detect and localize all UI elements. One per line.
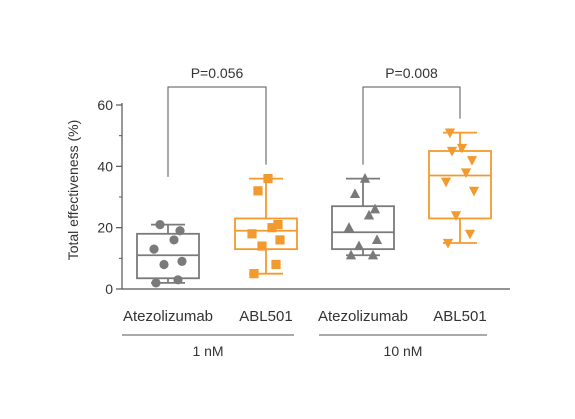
data-point	[267, 223, 277, 233]
data-point	[253, 186, 263, 196]
data-point	[442, 238, 454, 249]
x-category-label: Atezolizumab	[318, 308, 408, 325]
data-point	[159, 259, 169, 270]
y-axis-title: Total effectiveness (%)	[65, 120, 81, 261]
p-value-label: P=0.008	[385, 65, 438, 81]
data-point	[363, 209, 375, 220]
data-point	[367, 249, 379, 260]
data-point	[460, 168, 472, 179]
data-point	[369, 203, 381, 214]
data-point	[177, 256, 187, 266]
data-point	[169, 235, 179, 245]
group-label: 10 nM	[384, 343, 423, 359]
data-point	[249, 269, 259, 279]
box-abl501-1nm	[234, 174, 298, 279]
data-point	[273, 220, 283, 230]
significance-bracket: P=0.056	[167, 65, 267, 177]
data-point	[468, 186, 480, 197]
data-point	[359, 173, 371, 183]
data-point	[151, 278, 161, 288]
y-tick-label: 20	[97, 220, 113, 236]
data-point	[173, 275, 183, 285]
data-point	[466, 156, 478, 166]
category-labels: Atezolizumab ABL501 1 nM Atezolizumab ABL501…	[122, 308, 487, 359]
box-abl501-10nm	[428, 128, 492, 249]
data-point	[371, 234, 383, 245]
x-category-label: ABL501	[433, 308, 486, 325]
iqr-box	[428, 150, 492, 220]
box-atezolizumab-1nm	[136, 220, 200, 288]
data-point	[353, 240, 365, 251]
significance-brackets: P=0.056 P=0.008	[167, 65, 461, 177]
data-point	[349, 188, 361, 199]
data-point	[444, 128, 456, 139]
x-category-label: ABL501	[239, 308, 292, 325]
data-point	[263, 174, 273, 184]
p-value-label: P=0.056	[191, 65, 244, 81]
box-atezolizumab-10nm	[331, 173, 395, 260]
y-tick-label: 40	[97, 158, 113, 174]
data-point	[450, 211, 462, 221]
significance-bracket: P=0.008	[362, 65, 461, 165]
axes: 0 20 40 60	[97, 97, 510, 297]
box-series	[136, 128, 492, 288]
data-point	[275, 235, 285, 245]
data-point	[257, 241, 267, 251]
iqr-box	[331, 205, 395, 251]
data-point	[345, 249, 357, 260]
data-point	[149, 244, 159, 254]
data-point	[440, 177, 452, 188]
group-label: 1 nM	[192, 343, 223, 359]
data-point	[271, 259, 281, 270]
y-tick-label: 0	[105, 281, 113, 297]
data-point	[155, 220, 165, 230]
y-tick-label: 60	[97, 97, 113, 113]
data-point	[464, 229, 476, 240]
data-point	[446, 146, 458, 157]
x-category-label: Atezolizumab	[123, 308, 213, 325]
bracket-line	[167, 86, 267, 177]
bracket-line	[362, 86, 461, 165]
data-point	[343, 222, 355, 232]
data-point	[175, 226, 185, 236]
data-point	[247, 229, 257, 239]
data-point	[456, 143, 468, 154]
